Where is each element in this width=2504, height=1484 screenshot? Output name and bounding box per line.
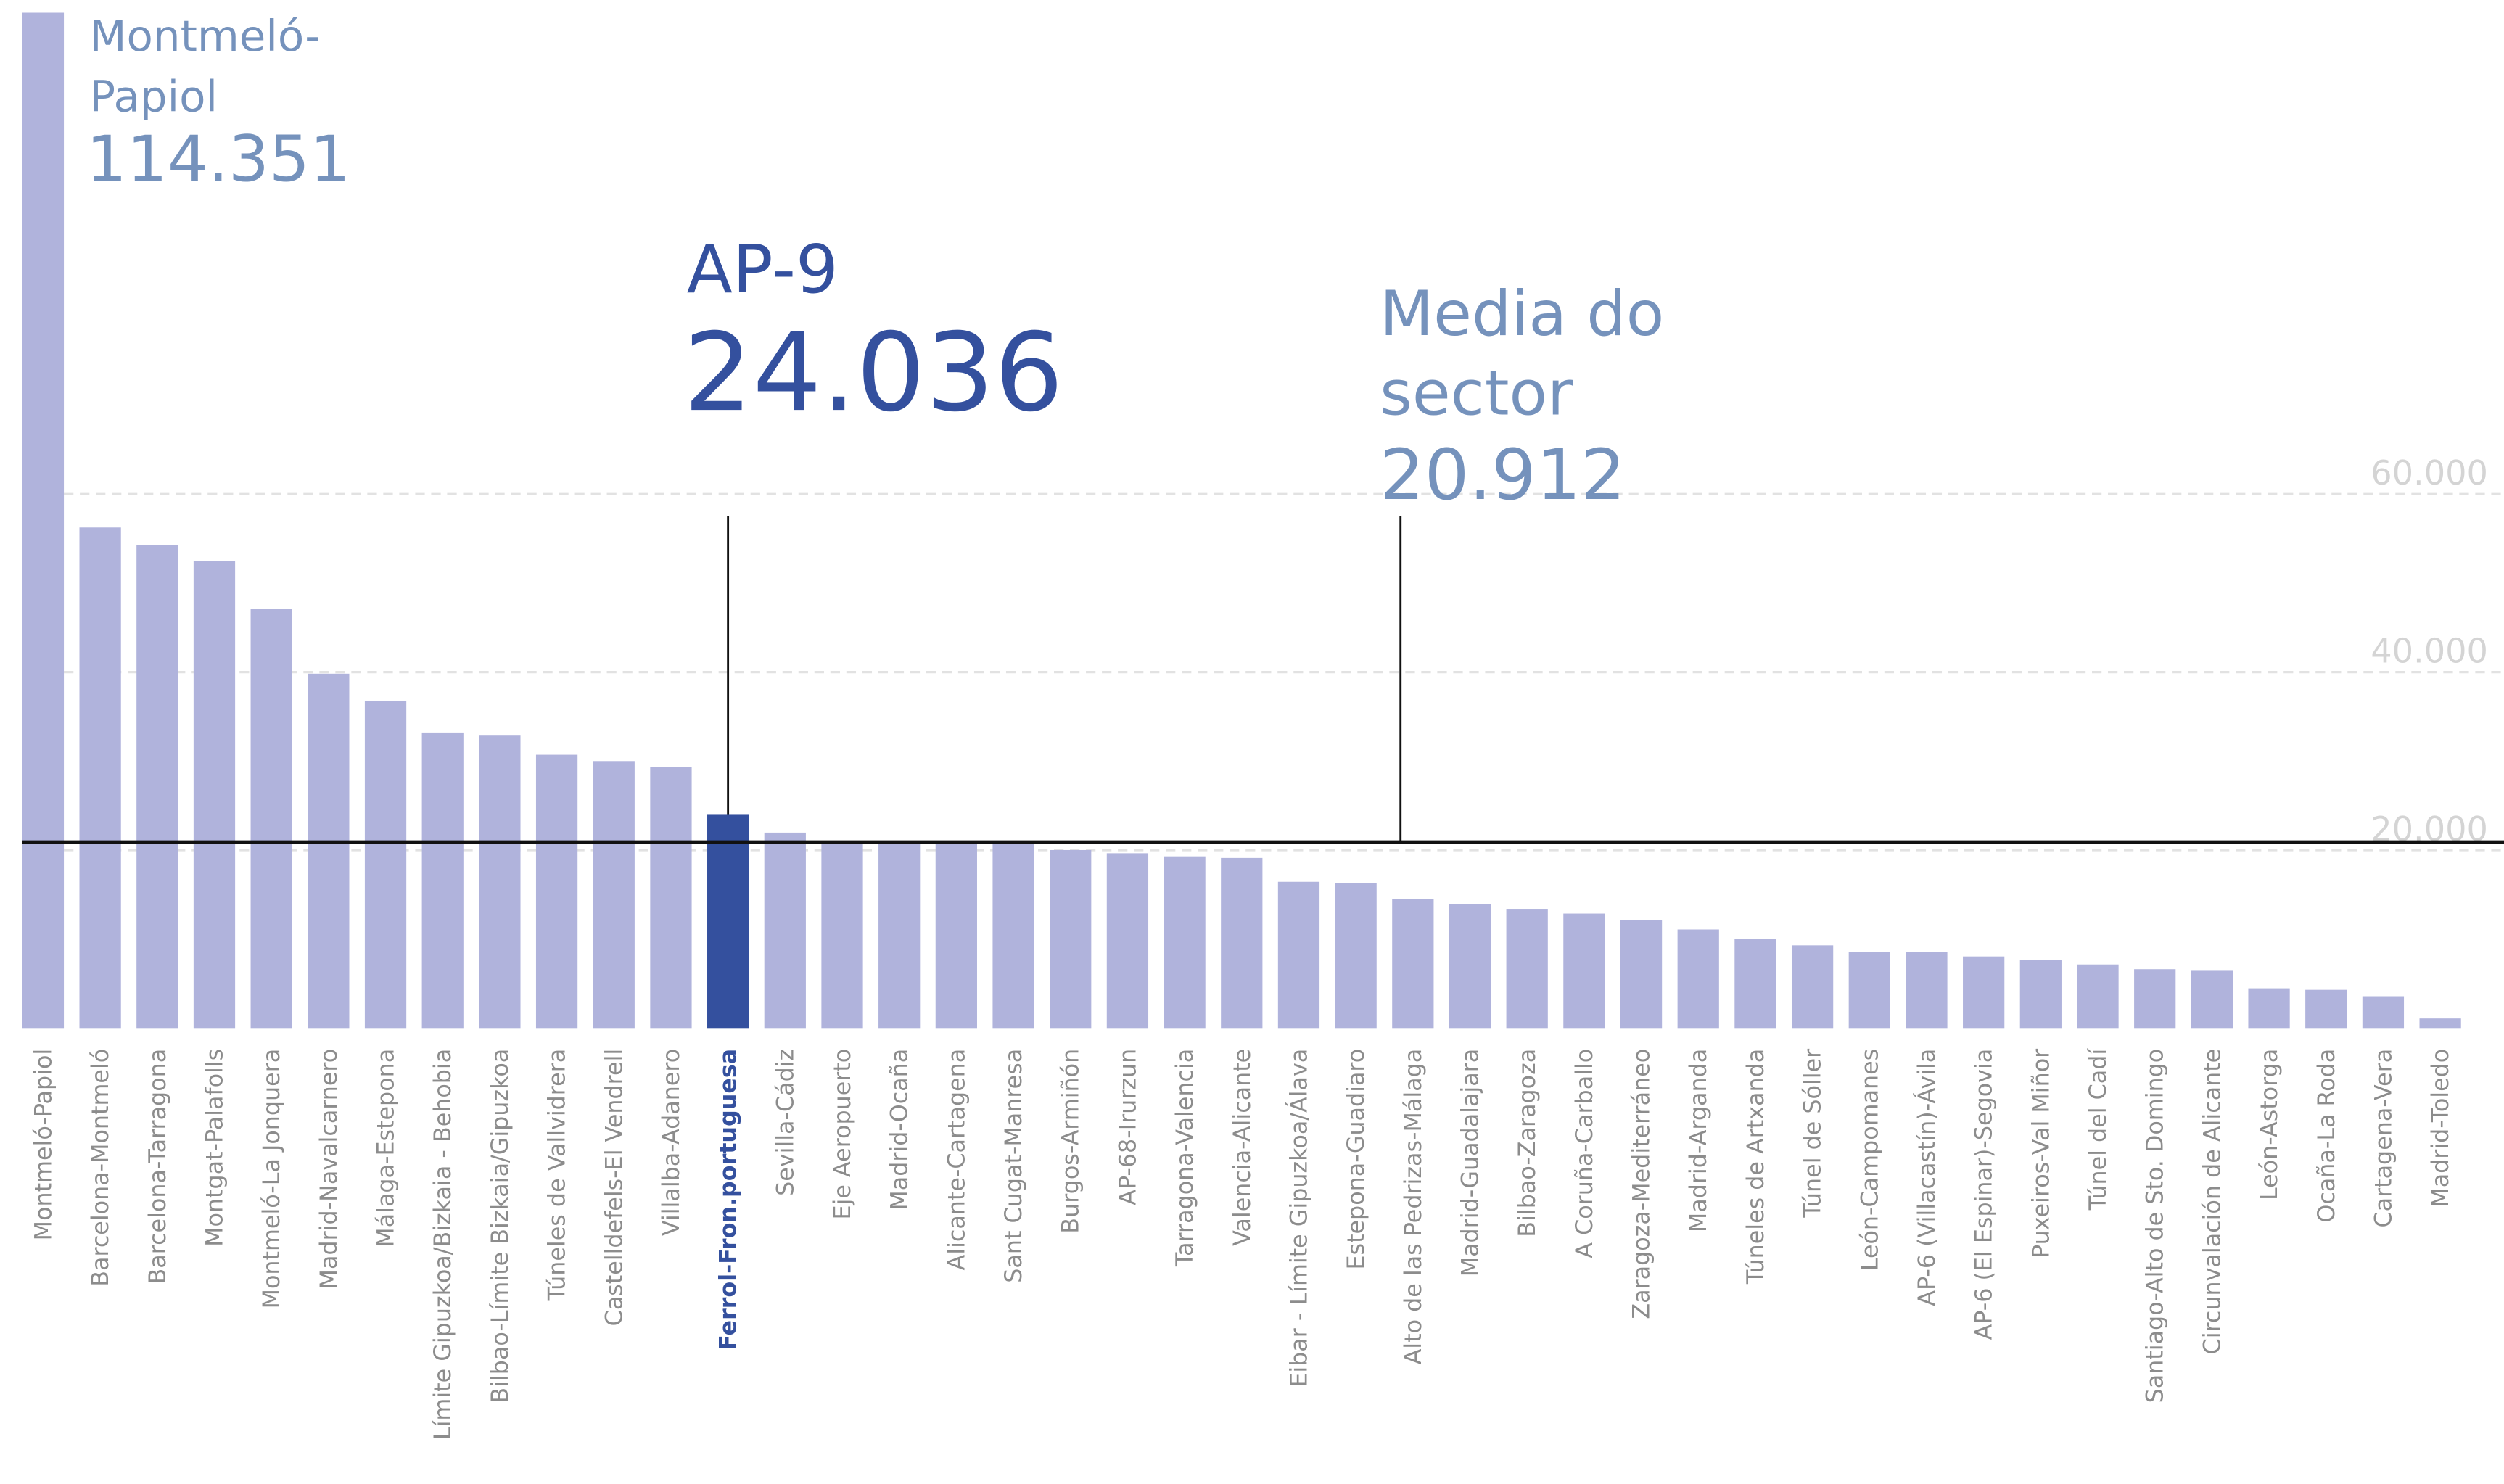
x-tick-label: Eibar - Límite Gipuzkoa/Álava xyxy=(1285,1049,1312,1388)
x-tick-label: Bilbao-Límite Bizkaia/Gipuzkoa xyxy=(486,1049,514,1403)
x-tick-label: Santiago-Alto de Sto. Domingo xyxy=(2141,1049,2169,1403)
x-tick-label: Alto de las Pedrizas-Málaga xyxy=(1399,1049,1427,1365)
bar xyxy=(1563,913,1605,1029)
x-tick-label: Madrid-Navalcarnero xyxy=(315,1049,342,1290)
bar xyxy=(535,754,578,1029)
bar xyxy=(878,842,921,1029)
annotation-text: Papiol xyxy=(89,71,218,121)
x-tick-label: Sevilla-Cádiz xyxy=(771,1049,799,1196)
bar xyxy=(1677,929,1719,1029)
x-tick-label: Montmeló-Papiol xyxy=(29,1049,57,1241)
annotation-text: sector xyxy=(1380,358,1573,430)
annotation-value: 20.912 xyxy=(1380,434,1626,516)
x-tick-label: Madrid-Arganda xyxy=(1684,1049,1712,1232)
x-tick-label: Circunvalación de Alicante xyxy=(2198,1049,2225,1355)
bar xyxy=(79,527,121,1029)
bar xyxy=(2019,960,2062,1029)
x-tick-label: Ferrol-Fron.portuguesa xyxy=(714,1049,742,1351)
bar xyxy=(1277,881,1320,1029)
x-tick-label: Eje Aeropuerto xyxy=(828,1049,856,1220)
bar xyxy=(1734,939,1776,1029)
x-tick-label: Burgos-Armiñón xyxy=(1057,1049,1084,1234)
x-tick-label: Sant Cugat-Manresa xyxy=(1000,1049,1027,1283)
x-tick-label: Cartagena-Vera xyxy=(2369,1049,2397,1228)
bar xyxy=(1392,899,1434,1029)
annotation-text: Media do xyxy=(1380,279,1664,350)
annotation-value: 114.351 xyxy=(86,122,350,197)
bar xyxy=(1449,904,1491,1029)
bar xyxy=(2077,964,2119,1029)
bar xyxy=(2362,996,2405,1029)
bar xyxy=(250,609,292,1029)
x-tick-label: Montgat-Palafolls xyxy=(200,1049,228,1247)
bar xyxy=(992,844,1034,1029)
x-tick-label: Valencia-Alicante xyxy=(1228,1049,1256,1246)
bar xyxy=(479,735,521,1029)
x-tick-label: Ocaña-La Roda xyxy=(2313,1049,2340,1223)
bar xyxy=(2134,969,2176,1029)
bar xyxy=(2419,1018,2461,1029)
annotation-text: AP-9 xyxy=(687,230,839,308)
x-tick-label: Montmeló-La Jonquera xyxy=(258,1049,285,1309)
bar xyxy=(2191,970,2233,1029)
x-tick-label: Tarragona-Valencia xyxy=(1171,1049,1198,1267)
bar xyxy=(193,561,236,1029)
bar xyxy=(1221,857,1263,1029)
x-tick-label: Barcelona-Montmeló xyxy=(86,1049,114,1287)
y-tick-label: 40.000 xyxy=(2371,632,2488,671)
bar xyxy=(707,814,749,1029)
bar xyxy=(1848,952,1890,1029)
x-tick-label: Madrid-Ocaña xyxy=(886,1049,913,1211)
x-tick-label: Estepona-Guadiaro xyxy=(1342,1049,1370,1270)
x-tick-label: Barcelona-Tarragona xyxy=(144,1049,171,1285)
x-tick-label: Castelldefels-El Vendrell xyxy=(600,1049,627,1327)
bar xyxy=(364,700,407,1029)
bar xyxy=(2248,988,2290,1029)
x-tick-label: AP-6 (Villacastín)-Ávila xyxy=(1913,1049,1940,1306)
x-tick-label: Túnel del Cadí xyxy=(2084,1048,2112,1211)
x-tick-label: Túnel de Sóller xyxy=(1799,1048,1826,1219)
x-tick-label: Alicante-Cartagena xyxy=(942,1049,970,1271)
bar xyxy=(1506,909,1548,1029)
x-tick-label: AP-6 (El Espinar)-Segovia xyxy=(1970,1049,1998,1340)
x-tick-label: Madrid-Toledo xyxy=(2426,1049,2454,1208)
bar xyxy=(935,843,977,1029)
bar xyxy=(1106,853,1149,1029)
bar xyxy=(1963,956,2005,1029)
bar xyxy=(308,673,350,1029)
bar xyxy=(1620,920,1663,1029)
y-tick-label: 60.000 xyxy=(2371,453,2488,492)
annotation-value: 24.036 xyxy=(683,310,1063,437)
x-tick-label: Zaragoza-Mediterráneo xyxy=(1627,1049,1655,1319)
bar xyxy=(1906,952,1948,1029)
x-tick-label: Madrid-Guadalajara xyxy=(1456,1049,1483,1277)
x-tick-label: AP-68-Irurzun xyxy=(1113,1049,1141,1205)
bars xyxy=(22,12,2461,1029)
x-tick-label: Túneles de Vallvidrera xyxy=(543,1049,571,1302)
x-tick-label: Bilbao-Zaragoza xyxy=(1513,1049,1541,1237)
bar xyxy=(421,732,464,1029)
x-tick-label: Puxeiros-Val Miñor xyxy=(2027,1048,2054,1258)
x-tick-label: Túneles de Artxanda xyxy=(1742,1049,1769,1285)
bar xyxy=(1335,883,1377,1029)
x-tick-label: Málaga-Estepona xyxy=(371,1049,399,1248)
bar xyxy=(136,545,178,1029)
bar xyxy=(821,842,863,1029)
bar xyxy=(1791,945,1834,1029)
bar xyxy=(650,767,692,1029)
x-tick-label: A Coruña-Carballo xyxy=(1570,1049,1598,1258)
bar xyxy=(2305,989,2347,1029)
x-tick-label: Límite Gipuzkoa/Bizkaia - Behobia xyxy=(429,1049,456,1440)
bar xyxy=(22,12,65,1029)
x-tick-label: León-Astorga xyxy=(2255,1049,2283,1200)
x-tick-label: Villalba-Adanero xyxy=(657,1049,685,1236)
bar xyxy=(1050,849,1092,1029)
bar xyxy=(593,761,635,1029)
annotation-text: Montmeló- xyxy=(89,11,320,61)
bar xyxy=(764,832,806,1029)
bar xyxy=(1164,856,1206,1029)
x-tick-label: León-Campomanes xyxy=(1856,1049,1883,1271)
